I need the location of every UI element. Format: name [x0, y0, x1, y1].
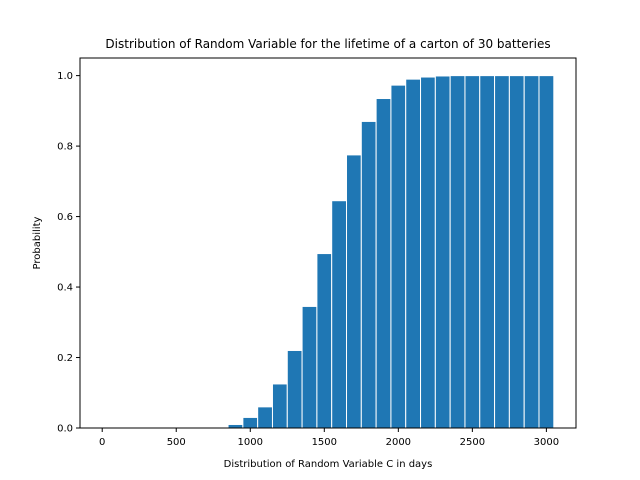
bar	[405, 78, 422, 429]
x-tick-label: 0	[99, 437, 105, 448]
y-tick-label: 1.0	[57, 71, 73, 82]
bar	[523, 75, 540, 429]
bar	[242, 416, 259, 429]
x-tick-label: 1000	[238, 437, 263, 448]
y-tick-label: 0.0	[57, 424, 73, 435]
bars-layer	[227, 75, 555, 429]
bar	[331, 200, 348, 429]
y-tick-label: 0.6	[57, 212, 73, 223]
y-axis-ticks: 0.0 0.2 0.4 0.6 0.8 1.0	[57, 71, 80, 435]
x-tick-label: 500	[167, 437, 186, 448]
chart-title: Distribution of Random Variable for the …	[105, 37, 550, 51]
bar	[286, 349, 303, 429]
bar	[227, 423, 244, 429]
bar	[271, 383, 288, 429]
plot-frame	[79, 57, 577, 429]
bar	[494, 75, 510, 429]
x-tick-label: 2500	[460, 437, 485, 448]
bar	[390, 84, 407, 429]
bar	[464, 75, 481, 429]
y-tick-label: 0.4	[57, 283, 73, 294]
x-tick-label: 2000	[386, 437, 411, 448]
bar	[508, 75, 525, 429]
bar	[375, 98, 392, 429]
bar	[346, 154, 362, 429]
x-tick-label: 1500	[312, 437, 337, 448]
bar	[538, 75, 555, 429]
bar	[434, 75, 451, 429]
bar	[360, 120, 377, 429]
x-axis-ticks: 0 500 1000 1500 2000 2500 3000	[99, 428, 559, 448]
bar	[301, 305, 318, 429]
y-tick-label: 0.2	[57, 353, 73, 364]
x-axis-title: Distribution of Random Variable C in day…	[224, 459, 433, 470]
y-axis-title: Probability	[32, 216, 43, 269]
bar	[449, 75, 466, 429]
bar	[316, 253, 333, 429]
bar	[257, 406, 273, 429]
bar	[479, 75, 496, 429]
bar	[420, 76, 436, 429]
y-tick-label: 0.8	[57, 142, 73, 153]
x-tick-label: 3000	[534, 437, 559, 448]
